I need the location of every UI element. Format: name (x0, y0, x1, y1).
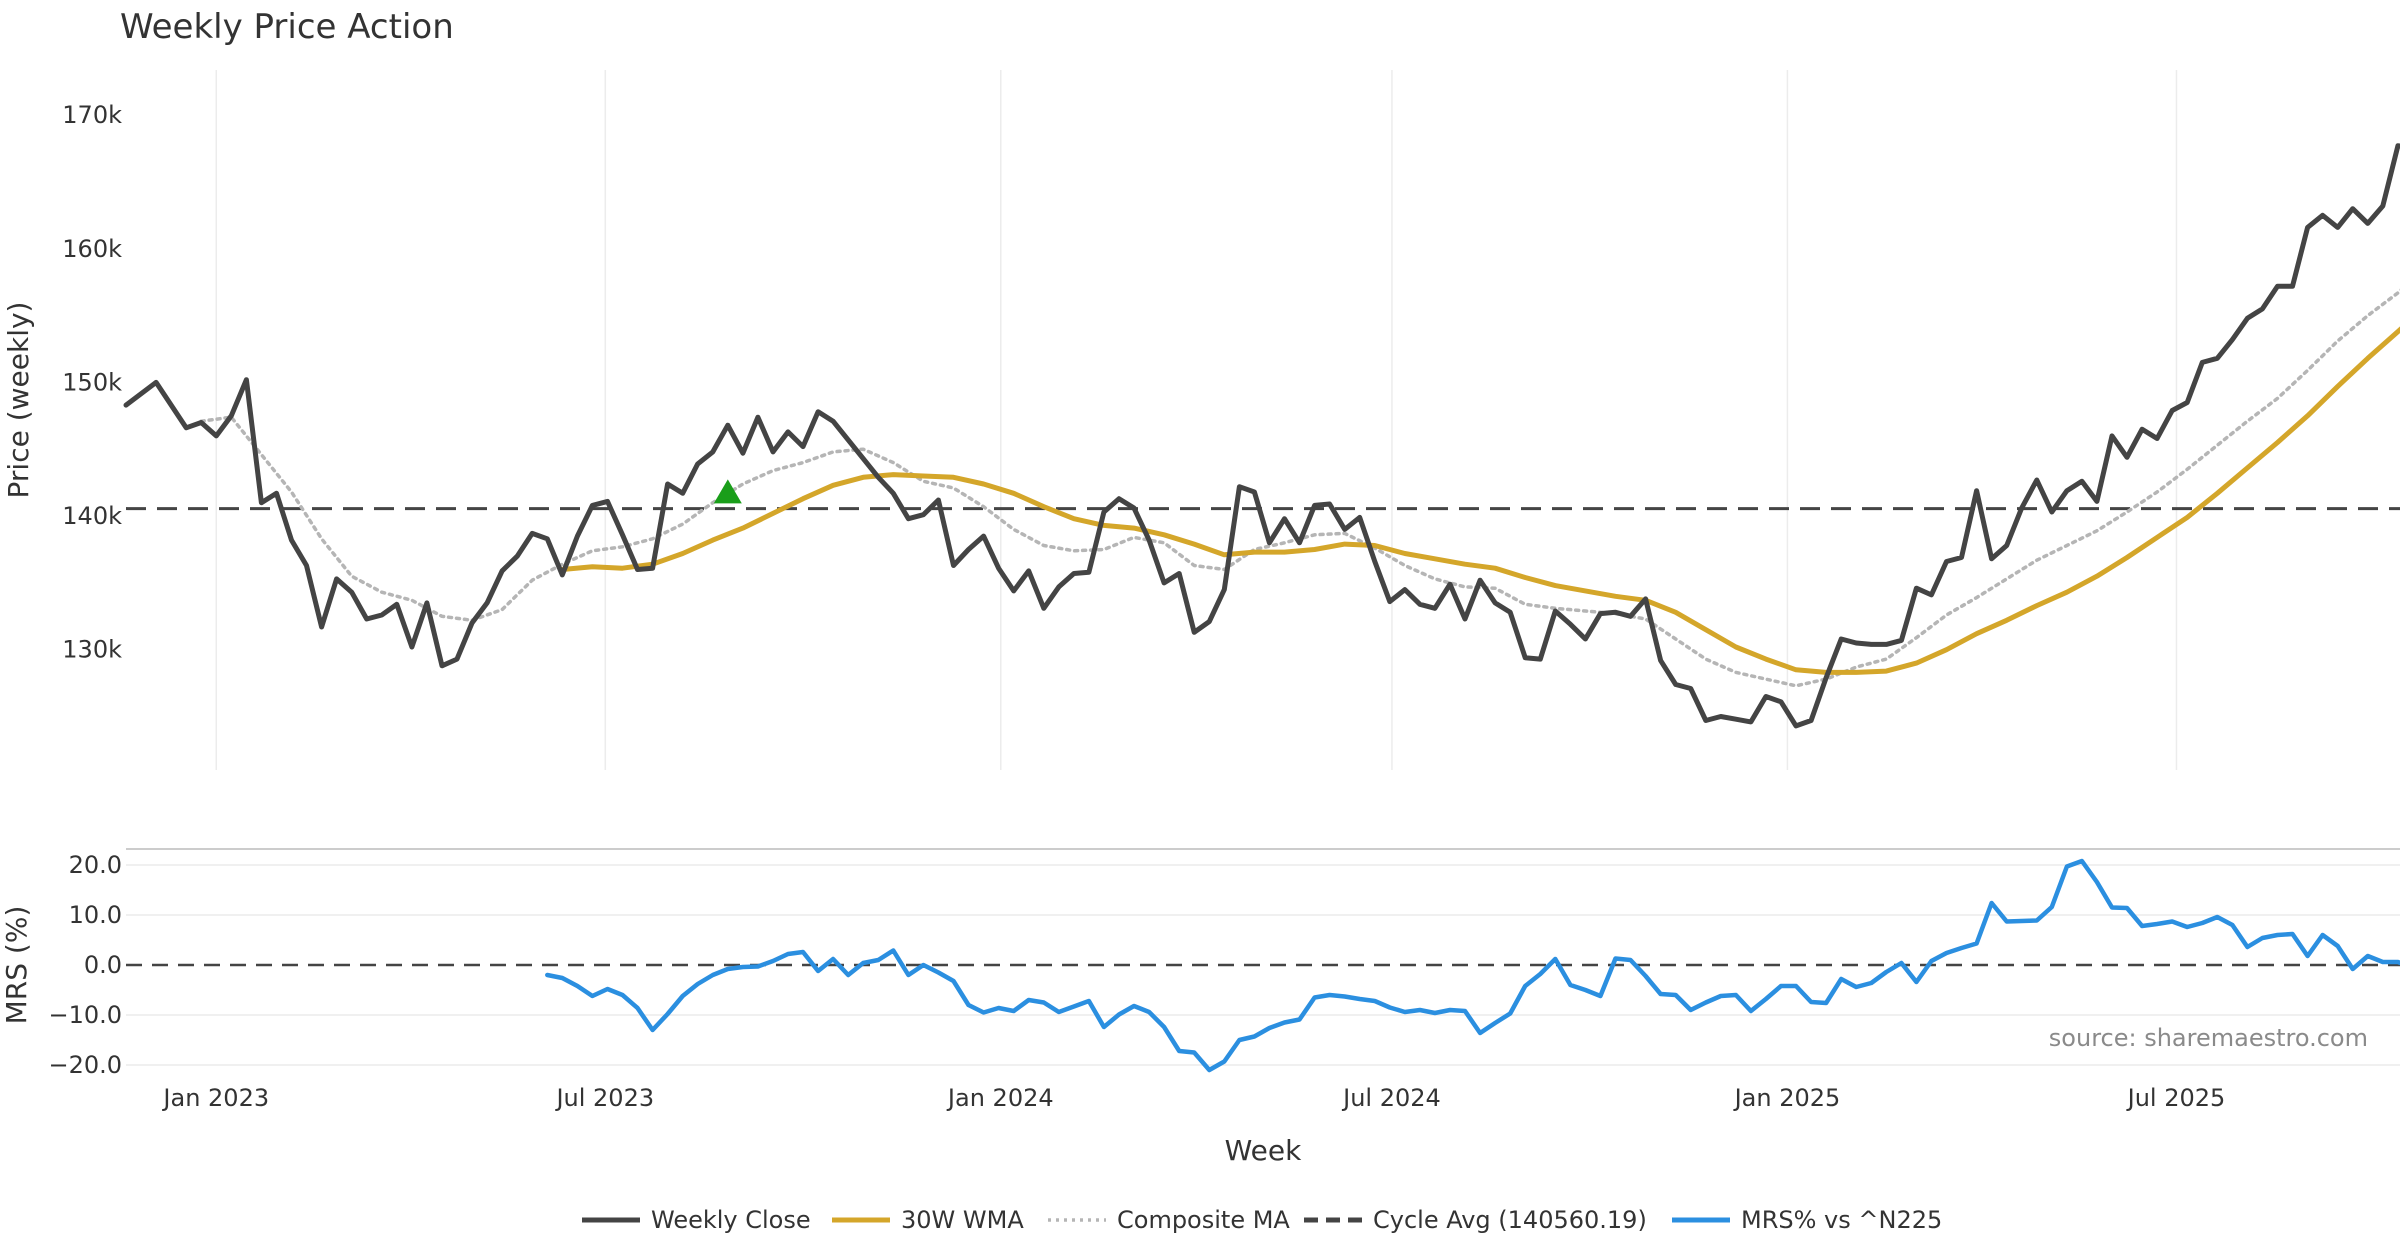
mrs-y-tick-label: −10.0 (48, 1001, 122, 1029)
mrs-y-tick-label: 10.0 (69, 901, 122, 929)
legend-label-weekly-close: Weekly Close (651, 1206, 811, 1234)
legend-label-30w-wma: 30W WMA (901, 1206, 1024, 1234)
source-annotation: source: sharemaestro.com (2049, 1024, 2368, 1052)
x-tick-label: Jan 2024 (946, 1084, 1054, 1112)
mrs-series (126, 858, 2400, 1073)
price-y-tick-label: 150k (62, 368, 122, 396)
legend-label-composite-ma: Composite MA (1117, 1206, 1290, 1234)
x-tick-label: Jul 2024 (1341, 1084, 1441, 1112)
mrs-y-tick-label: 20.0 (69, 851, 122, 879)
x-tick-label: Jan 2025 (1733, 1084, 1841, 1112)
signal-triangle-up-marker (713, 479, 742, 504)
mrs-y-tick-label: 0.0 (84, 951, 122, 979)
x-axis-ticks: Jan 2023 Jul 2023 Jan 2024 Jul 2024 Jan 2025… (161, 1084, 2225, 1112)
x-tick-label: Jan 2023 (161, 1084, 269, 1112)
legend-label-mrs-vs-n225: MRS% vs ^N225 (1741, 1206, 1942, 1234)
price-y-axis-label: Price (weekly) (2, 302, 35, 499)
price-markers (713, 479, 742, 504)
price-panel: 130k 140k 150k 160k 170k Price (weekly) (2, 70, 2400, 770)
mrs-panel: 20.0 10.0 0.0 −10.0 −20.0 MRS (%) source: sh… (0, 848, 2400, 1079)
x-tick-label: Jul 2025 (2126, 1084, 2226, 1112)
chart-title: Weekly Price Action (120, 7, 454, 47)
mrs-y-ticks: 20.0 10.0 0.0 −10.0 −20.0 (48, 851, 122, 1079)
legend-label-cycle-avg-140560-19: Cycle Avg (140560.19) (1373, 1206, 1647, 1234)
x-axis-label: Week (1225, 1134, 1302, 1167)
price-y-tick-label: 140k (62, 502, 122, 530)
mrs-line (545, 858, 2400, 1073)
x-tick-label: Jul 2023 (554, 1084, 654, 1112)
30w-wma-line (559, 326, 2400, 675)
composite-ma-line (199, 288, 2400, 688)
chart-legend: Weekly Close 30W WMA Composite MA Cycle Avg… (582, 1206, 1942, 1234)
weekly-close-line (123, 143, 2400, 729)
price-y-ticks: 130k 140k 150k 160k 170k (62, 101, 122, 664)
mrs-y-tick-label: −20.0 (48, 1051, 122, 1079)
price-y-tick-label: 130k (62, 636, 122, 664)
price-y-tick-label: 170k (62, 101, 122, 129)
mrs-grid (126, 864, 2400, 1066)
price-grid (215, 70, 2178, 770)
mrs-y-axis-label: MRS (%) (0, 906, 33, 1025)
price-y-tick-label: 160k (62, 235, 122, 263)
price-series (123, 143, 2400, 729)
